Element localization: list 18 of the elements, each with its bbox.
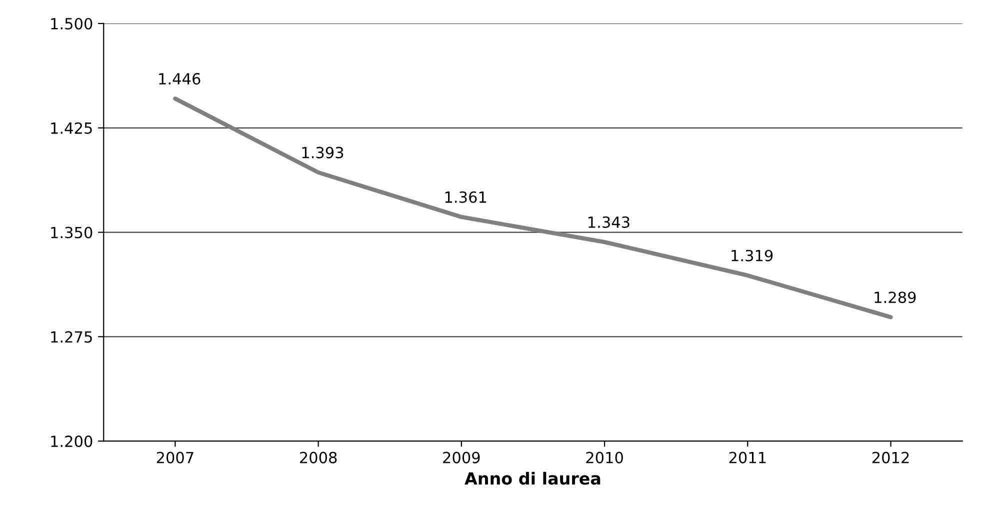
y-tick-label: 1.500	[51, 18, 92, 30]
x-tick-label: 2008	[300, 452, 337, 464]
x-tick-label: 2011	[729, 452, 766, 464]
data-label: 1.393	[302, 146, 344, 158]
data-label: 1.319	[732, 250, 773, 262]
y-tick-label: 1.200	[51, 436, 92, 448]
x-tick-label: 2007	[156, 452, 194, 464]
data-label: 1.289	[874, 292, 916, 304]
data-label: 1.361	[445, 191, 486, 203]
y-tick-label: 1.425	[51, 122, 92, 134]
x-tick-label: 2009	[443, 452, 480, 464]
x-axis-title: Anno di laurea	[464, 472, 600, 485]
x-tick-label: 2010	[586, 452, 623, 464]
y-tick-label: 1.275	[51, 331, 92, 343]
data-label: 1.446	[159, 73, 200, 85]
x-tick-label: 2012	[872, 452, 909, 464]
y-tick-label: 1.350	[51, 226, 92, 238]
data-label: 1.343	[588, 216, 630, 228]
